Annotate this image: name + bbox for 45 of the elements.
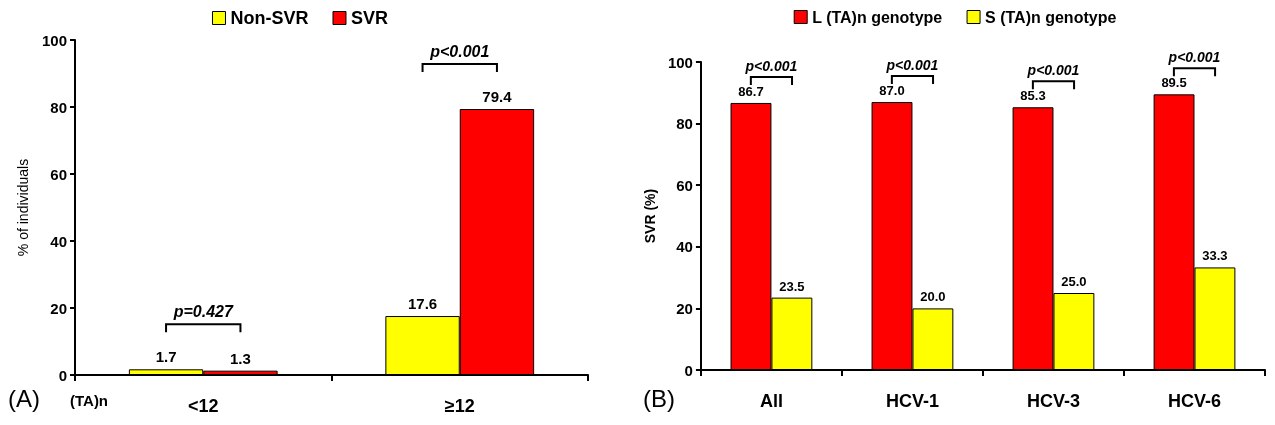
data-label: 86.7 — [738, 83, 764, 99]
legend-label: Non-SVR — [230, 8, 309, 28]
legend-label: SVR — [350, 8, 389, 28]
x-tick-label: HCV-6 — [1167, 391, 1221, 411]
data-label: 89.5 — [1161, 75, 1187, 91]
x-tick-label: HCV-3 — [1026, 391, 1080, 411]
text: (A) — [8, 385, 40, 413]
y-tick-label: 20 — [50, 299, 67, 317]
annotation: p<0.001 — [745, 57, 798, 74]
y-tick-label: 20 — [676, 299, 693, 317]
annotation: p<0.001 — [1168, 49, 1221, 66]
data-label: 25.0 — [1061, 274, 1087, 289]
data-label: 1.3 — [230, 349, 251, 367]
legend-label: L (TA)n genotype — [812, 8, 943, 26]
annotation: p<0.001 — [886, 57, 939, 74]
y-tick-label: 60 — [50, 165, 67, 183]
text: (TA)n — [70, 392, 109, 409]
x-tick-label: <12 — [187, 396, 219, 416]
y-tick-label: 0 — [684, 361, 693, 379]
annotation: p<0.001 — [1027, 62, 1080, 79]
data-label: 20.0 — [920, 289, 946, 305]
y-axis-title: % of individuals — [15, 158, 31, 257]
data-label: 17.6 — [407, 295, 438, 313]
y-tick-label: 100 — [667, 53, 693, 71]
y-tick-label: 100 — [41, 31, 67, 49]
annotation: p<0.001 — [430, 43, 490, 61]
y-tick-label: 40 — [676, 238, 693, 256]
text: (B) — [643, 385, 675, 413]
x-tick-label: ≥12 — [444, 396, 475, 416]
data-label: 87.0 — [879, 83, 905, 99]
legend-label: S (TA)n genotype — [985, 8, 1117, 26]
data-label: 23.5 — [779, 278, 805, 294]
x-tick-label: HCV-1 — [885, 391, 939, 411]
data-label: 1.7 — [155, 348, 177, 366]
y-tick-label: 60 — [676, 176, 693, 194]
data-label: 33.3 — [1202, 248, 1228, 264]
y-axis-title: SVR (%) — [642, 188, 658, 244]
annotation: p=0.427 — [173, 303, 233, 322]
data-label: 79.4 — [482, 88, 513, 106]
data-label: 85.3 — [1020, 88, 1046, 104]
y-tick-label: 40 — [50, 232, 67, 250]
x-tick-label: All — [759, 391, 783, 411]
y-tick-label: 80 — [50, 98, 67, 116]
y-tick-label: 80 — [676, 115, 693, 133]
y-tick-label: 0 — [58, 366, 67, 384]
